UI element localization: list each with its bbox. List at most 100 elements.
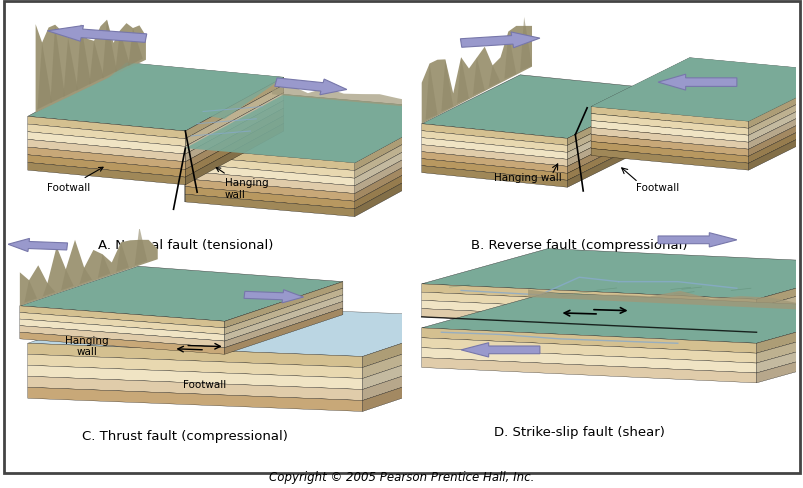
Text: Hanging wall: Hanging wall [494,173,561,183]
Polygon shape [89,42,104,85]
Polygon shape [472,59,484,96]
Polygon shape [590,107,748,129]
Polygon shape [224,282,342,328]
Polygon shape [421,301,756,325]
Text: Footwall: Footwall [636,183,679,192]
Polygon shape [756,264,803,308]
Polygon shape [185,95,453,163]
Polygon shape [488,66,499,88]
Polygon shape [756,328,803,373]
Polygon shape [748,80,803,136]
Polygon shape [20,333,224,354]
Polygon shape [224,295,342,342]
Polygon shape [185,149,354,171]
Polygon shape [185,95,453,163]
Polygon shape [756,289,803,333]
Polygon shape [354,156,453,217]
Polygon shape [756,318,803,363]
Polygon shape [27,344,362,368]
Polygon shape [98,255,110,278]
Polygon shape [441,60,453,112]
Polygon shape [24,281,37,303]
Polygon shape [567,104,665,160]
Polygon shape [354,118,453,179]
Polygon shape [27,140,185,163]
Polygon shape [185,124,283,185]
Polygon shape [590,114,748,136]
Text: Footwall: Footwall [47,168,103,192]
Polygon shape [590,135,748,157]
Polygon shape [590,59,803,122]
Polygon shape [128,29,143,67]
Polygon shape [27,156,185,178]
Polygon shape [421,166,567,188]
Polygon shape [87,63,283,120]
FancyArrow shape [47,26,147,43]
Polygon shape [20,313,224,335]
Text: Hanging
wall: Hanging wall [65,335,108,357]
Polygon shape [756,308,803,353]
Polygon shape [20,266,342,322]
Polygon shape [185,78,283,140]
Polygon shape [224,302,342,348]
Polygon shape [590,142,748,164]
Text: Footwall: Footwall [183,380,226,389]
Polygon shape [116,243,128,272]
Polygon shape [421,152,567,174]
Polygon shape [20,320,224,342]
Polygon shape [590,128,748,150]
Polygon shape [27,132,185,155]
Polygon shape [567,107,590,188]
Polygon shape [20,326,224,348]
FancyArrow shape [658,233,736,247]
Polygon shape [362,350,480,401]
Polygon shape [185,93,283,155]
Polygon shape [421,284,756,308]
Polygon shape [51,26,65,104]
Polygon shape [27,63,283,132]
Polygon shape [224,289,342,335]
Polygon shape [528,290,803,313]
Text: A. Normal fault (tensional): A. Normal fault (tensional) [97,238,273,251]
Polygon shape [185,187,354,209]
Polygon shape [102,20,116,79]
Polygon shape [421,139,567,160]
Polygon shape [27,148,185,170]
Polygon shape [567,97,665,153]
Polygon shape [421,338,756,363]
Polygon shape [115,31,129,73]
Polygon shape [35,20,145,113]
Polygon shape [185,109,283,170]
Polygon shape [748,94,803,150]
FancyArrow shape [275,79,346,96]
Polygon shape [76,25,91,92]
Polygon shape [20,306,224,328]
Polygon shape [134,227,147,266]
Polygon shape [27,387,362,412]
Polygon shape [27,163,185,185]
Polygon shape [27,125,185,147]
Polygon shape [748,73,803,129]
Polygon shape [362,361,480,412]
Polygon shape [756,338,803,383]
Polygon shape [362,339,480,389]
Polygon shape [354,141,453,202]
Polygon shape [457,58,468,104]
Polygon shape [567,118,665,174]
Text: Hanging
wall: Hanging wall [216,168,268,200]
Polygon shape [421,293,803,344]
Polygon shape [748,115,803,171]
Polygon shape [503,32,516,80]
Polygon shape [567,111,665,167]
Polygon shape [421,124,567,146]
Polygon shape [79,268,92,285]
Polygon shape [27,366,362,389]
Polygon shape [362,328,480,379]
Polygon shape [421,76,665,139]
Polygon shape [421,348,756,373]
Polygon shape [520,18,532,72]
Polygon shape [27,304,480,357]
FancyArrow shape [243,290,304,303]
Polygon shape [185,101,283,163]
Polygon shape [748,87,803,143]
